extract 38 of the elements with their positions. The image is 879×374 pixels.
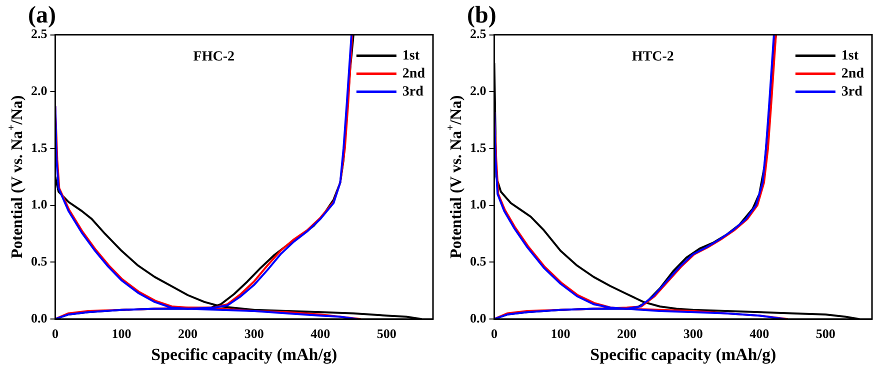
y-tick-label: 0.0 xyxy=(31,310,48,326)
legend-label: 1st xyxy=(402,48,420,64)
y-axis-title: Potential (V vs. Na+/Na) xyxy=(445,95,466,259)
x-tick-label: 400 xyxy=(310,326,330,342)
annotation: FHC-2 xyxy=(193,49,235,64)
y-tick-label: 0.5 xyxy=(31,254,48,269)
y-tick-label: 2.5 xyxy=(31,26,48,42)
x-tick-label: 400 xyxy=(750,326,770,342)
x-tick-label: 300 xyxy=(244,326,264,342)
legend-label: 2nd xyxy=(402,66,426,82)
x-tick-label: 500 xyxy=(816,326,836,342)
y-tick-label: 1.0 xyxy=(31,196,48,212)
y-tick-label: 2.5 xyxy=(470,26,487,42)
x-tick-label: 100 xyxy=(112,326,132,342)
y-tick-label: 1.0 xyxy=(470,196,486,212)
chart-title: (b) xyxy=(467,2,496,29)
x-tick-label: 0 xyxy=(52,326,58,342)
y-tick-label: 2.0 xyxy=(470,83,486,98)
x-tick-label: 100 xyxy=(550,326,570,342)
chart-title: (a) xyxy=(28,2,56,29)
legend-label: 1st xyxy=(841,48,859,64)
annotation: HTC-2 xyxy=(632,49,674,64)
x-axis-title: Specific capacity (mAh/g) xyxy=(151,345,338,364)
y-tick-label: 1.5 xyxy=(31,140,48,155)
x-tick-label: 300 xyxy=(683,326,703,342)
y-tick-label: 2.0 xyxy=(31,83,48,98)
legend-label: 2nd xyxy=(841,66,864,82)
x-tick-label: 200 xyxy=(617,326,637,342)
y-tick-label: 1.5 xyxy=(470,140,487,155)
y-tick-label: 0.5 xyxy=(470,254,487,269)
y-axis-title: Potential (V vs. Na+/Na) xyxy=(6,95,26,259)
x-tick-label: 500 xyxy=(376,326,396,342)
legend-label: 3rd xyxy=(402,84,424,100)
x-axis-title: Specific capacity (mAh/g) xyxy=(590,345,776,364)
legend-label: 3rd xyxy=(841,84,863,100)
x-tick-label: 200 xyxy=(178,326,198,342)
x-tick-label: 0 xyxy=(491,326,498,342)
y-tick-label: 0.0 xyxy=(470,310,486,326)
